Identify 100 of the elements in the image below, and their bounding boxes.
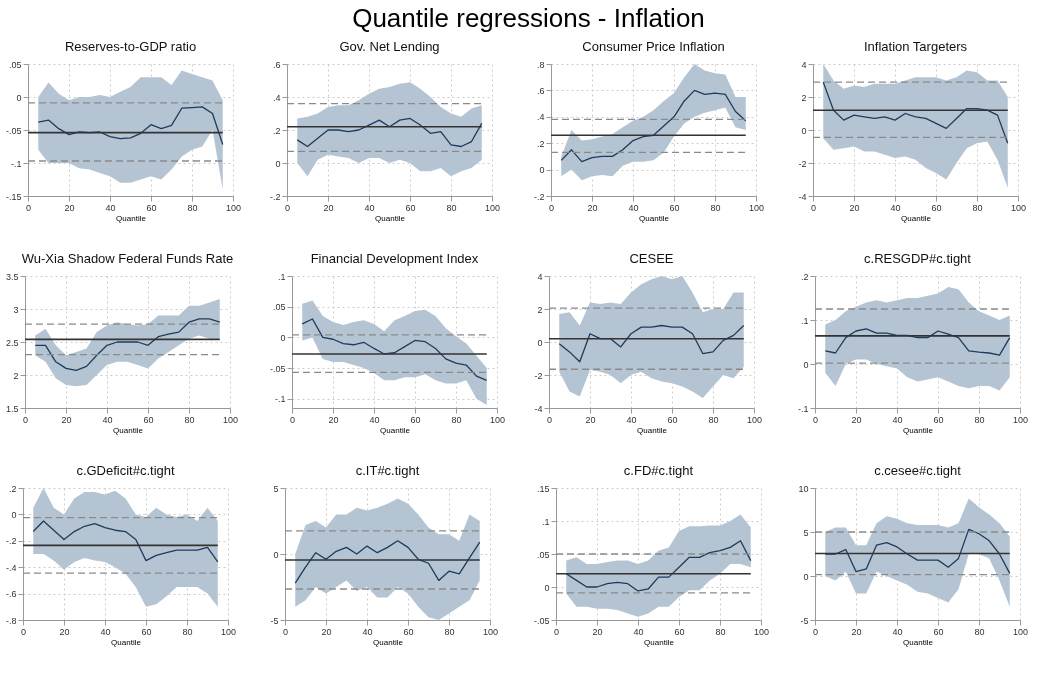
chart-title: Wu-Xia Shadow Federal Funds Rate — [21, 251, 234, 266]
y-tick-label: .6 — [536, 85, 545, 96]
y-tick-label: 0 — [803, 571, 809, 582]
x-tick-label: 40 — [362, 626, 373, 637]
y-tick-label: 2.5 — [5, 337, 19, 348]
y-tick-label: -4 — [798, 191, 807, 202]
x-tick-label: 20 — [328, 414, 339, 425]
x-axis-title: Quantile — [903, 425, 934, 435]
x-axis-title: Quantile — [380, 425, 411, 435]
x-tick-label: 0 — [812, 414, 819, 425]
y-tick-label: -2 — [798, 158, 807, 169]
x-tick-label: 80 — [444, 626, 455, 637]
x-tick-label: 60 — [405, 202, 416, 213]
x-tick-label: 80 — [187, 202, 198, 213]
y-tick-label: 0 — [801, 125, 807, 136]
x-tick-label: 100 — [222, 414, 239, 425]
chart-title: Consumer Price Inflation — [582, 39, 725, 54]
y-tick-label: .8 — [536, 59, 545, 70]
x-tick-label: 100 — [748, 202, 765, 213]
y-tick-label: -.2 — [5, 536, 17, 547]
y-tick-label: -2 — [534, 370, 543, 381]
y-tick-label: .2 — [800, 271, 809, 282]
x-tick-label: 20 — [851, 626, 862, 637]
y-tick-label: 0 — [803, 359, 809, 370]
x-axis-title: Quantile — [639, 213, 670, 223]
y-tick-label: -.2 — [533, 191, 545, 202]
x-tick-label: 80 — [184, 414, 195, 425]
y-tick-label: .2 — [272, 125, 281, 136]
x-tick-label: 20 — [61, 414, 72, 425]
y-tick-label: 2 — [537, 304, 543, 315]
x-tick-label: 60 — [669, 202, 680, 213]
y-tick-label: 3.5 — [5, 271, 19, 282]
x-tick-label: 100 — [484, 202, 501, 213]
chart-title: CESEE — [629, 251, 674, 266]
y-tick-label: 0 — [280, 332, 286, 343]
line-series — [34, 318, 221, 372]
x-axis-title: Quantile — [903, 637, 934, 647]
y-tick-label: -.05 — [269, 363, 286, 374]
x-tick-label: 40 — [633, 626, 644, 637]
x-tick-label: 100 — [225, 202, 242, 213]
x-tick-label: 20 — [849, 202, 860, 213]
y-tick-label: 10 — [798, 483, 809, 494]
y-tick-label: 0 — [539, 165, 545, 176]
y-tick-label: 4 — [537, 271, 543, 282]
x-tick-label: 60 — [933, 626, 944, 637]
line-series — [37, 106, 224, 146]
x-tick-label: 0 — [22, 414, 29, 425]
x-axis-title: Quantile — [116, 213, 147, 223]
y-tick-label: 0 — [537, 337, 543, 348]
x-tick-label: 20 — [851, 414, 862, 425]
y-tick-label: 0 — [275, 158, 281, 169]
y-tick-label: .05 — [8, 59, 22, 70]
y-tick-label: 0 — [11, 509, 17, 520]
x-tick-label: 20 — [592, 626, 603, 637]
x-tick-label: 20 — [64, 202, 75, 213]
y-tick-label: .05 — [272, 302, 286, 313]
chart-title: c.RESGDP#c.tight — [864, 251, 972, 266]
y-tick-label: .6 — [272, 59, 281, 70]
y-tick-label: -.6 — [5, 589, 17, 600]
x-tick-label: 40 — [890, 202, 901, 213]
x-tick-label: 100 — [482, 626, 499, 637]
x-tick-label: 40 — [105, 202, 116, 213]
x-tick-label: 100 — [746, 414, 763, 425]
y-tick-label: -.4 — [5, 562, 17, 573]
y-tick-label: .4 — [272, 92, 281, 103]
x-tick-label: 80 — [974, 414, 985, 425]
x-axis-title: Quantile — [644, 637, 675, 647]
line-series — [824, 528, 1011, 575]
x-tick-label: 0 — [25, 202, 32, 213]
x-tick-label: 40 — [100, 626, 111, 637]
x-tick-label: 80 — [715, 626, 726, 637]
chart-title: c.IT#c.tight — [355, 463, 420, 478]
line-series — [32, 520, 219, 563]
y-tick-label: 5 — [273, 483, 279, 494]
x-tick-label: 100 — [1012, 414, 1029, 425]
y-tick-label: -5 — [270, 615, 279, 626]
x-tick-label: 20 — [585, 414, 596, 425]
x-tick-label: 20 — [587, 202, 598, 213]
x-tick-label: 60 — [410, 414, 421, 425]
line-series — [294, 540, 481, 584]
x-tick-label: 100 — [489, 414, 506, 425]
x-tick-label: 60 — [931, 202, 942, 213]
x-tick-label: 0 — [289, 414, 296, 425]
x-tick-label: 80 — [972, 202, 983, 213]
y-tick-label: -4 — [534, 403, 543, 414]
x-tick-label: 60 — [667, 414, 678, 425]
y-tick-label: -.05 — [533, 615, 550, 626]
x-tick-label: 100 — [1010, 202, 1027, 213]
x-tick-label: 80 — [451, 414, 462, 425]
y-tick-label: 4 — [801, 59, 807, 70]
chart-title: Inflation Targeters — [863, 39, 968, 54]
y-tick-label: 5 — [803, 527, 809, 538]
y-tick-label: 0 — [273, 549, 279, 560]
x-tick-label: 0 — [810, 202, 817, 213]
y-tick-label: -.1 — [797, 403, 809, 414]
y-tick-label: .15 — [536, 483, 550, 494]
line-series — [296, 117, 483, 148]
x-tick-label: 40 — [369, 414, 380, 425]
y-tick-label: 2 — [13, 370, 19, 381]
chart-title: Reserves-to-GDP ratio — [64, 39, 197, 54]
